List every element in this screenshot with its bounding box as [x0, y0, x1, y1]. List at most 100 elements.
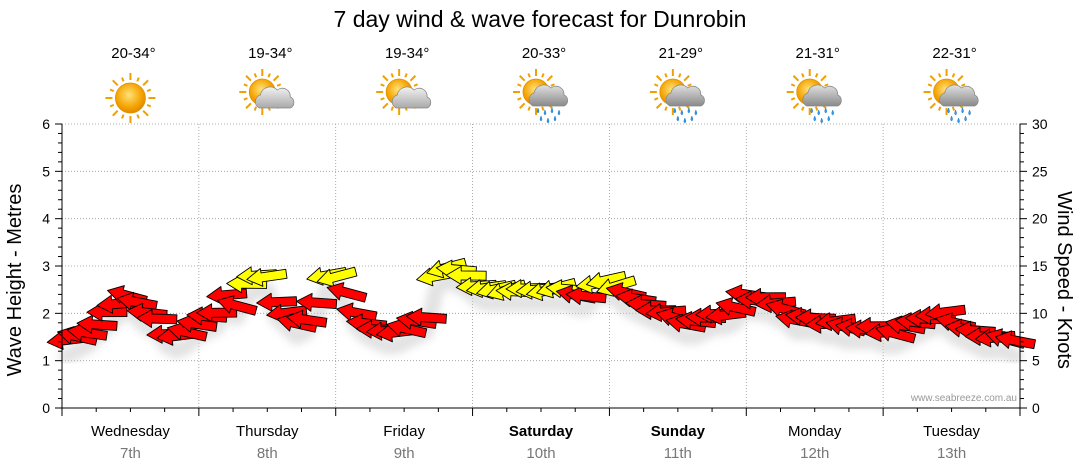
- raindrop: [957, 117, 960, 124]
- sun-ray: [519, 75, 526, 82]
- date-label: 11th: [664, 445, 692, 462]
- sun-cloud-rain-icon: [649, 69, 705, 124]
- left-tick-label: 6: [42, 116, 50, 132]
- wind-arrow: [326, 282, 368, 303]
- sun-ray: [413, 83, 419, 87]
- sun-ray: [814, 73, 819, 78]
- sun-ray: [380, 83, 385, 87]
- sun-ray: [245, 75, 252, 82]
- date-label: 8th: [257, 445, 278, 462]
- sun-ray: [655, 75, 663, 82]
- raindrop: [546, 117, 550, 124]
- sun-ray: [790, 97, 796, 101]
- sun-ray: [112, 110, 119, 117]
- sun-ray: [814, 106, 819, 111]
- raindrop: [964, 115, 967, 122]
- wind-arrow: [246, 268, 288, 287]
- sun-ray: [678, 73, 682, 78]
- day-label: Sunday: [651, 423, 706, 440]
- temperature-label: 21-29°: [659, 45, 703, 62]
- raindrop: [536, 107, 540, 114]
- sun-ray: [253, 73, 258, 78]
- sun-ray: [382, 102, 389, 109]
- sun-ray: [142, 110, 149, 117]
- raindrop: [961, 107, 964, 114]
- temperature-label: 20-33°: [522, 45, 566, 62]
- date-label: 13th: [937, 445, 966, 462]
- sun-ray: [276, 83, 282, 87]
- sun-ray: [792, 102, 800, 109]
- raindrop: [831, 109, 834, 116]
- temperature-label: 22-31°: [932, 45, 976, 62]
- sun-ray: [546, 75, 553, 82]
- left-tick-label: 2: [42, 305, 50, 321]
- wind-arrow: [715, 297, 757, 317]
- sun-ray: [382, 75, 389, 82]
- raindrop: [687, 107, 691, 114]
- sun-ray: [957, 75, 964, 82]
- right-tick-label: 10: [1032, 305, 1048, 321]
- sun-ray: [655, 102, 663, 109]
- sun-ray: [390, 73, 394, 78]
- plot-area: [62, 124, 1020, 408]
- day-label: Monday: [788, 423, 842, 440]
- left-tick-label: 4: [42, 211, 50, 227]
- cloud-shape: [254, 86, 295, 109]
- raindrop: [690, 115, 694, 122]
- wind-arrow: [286, 309, 328, 329]
- raindrop: [950, 115, 953, 122]
- sun-ray: [272, 75, 280, 82]
- sun-ray: [253, 106, 258, 111]
- sun-ray: [792, 75, 800, 82]
- cloud-shape: [391, 86, 432, 109]
- raindrop: [557, 109, 561, 116]
- wind-arrows: [46, 257, 1036, 350]
- date-label: 10th: [526, 445, 555, 462]
- raindrop: [680, 109, 684, 116]
- chart-title: 7 day wind & wave forecast for Dunrobin: [333, 6, 747, 32]
- sun-ray: [927, 97, 933, 101]
- sun-ray: [517, 97, 522, 101]
- sun-ray: [937, 106, 942, 111]
- axis-labels: 0 1 2 3 4 5 6 0 5 10 15 20 25 30 Wave Height - Metres W…: [4, 116, 1075, 462]
- raindrop: [810, 107, 813, 114]
- left-tick-label: 3: [42, 258, 50, 274]
- sun-ray: [927, 83, 933, 87]
- raindrop: [817, 109, 820, 116]
- right-tick-label: 15: [1032, 258, 1048, 274]
- right-tick-label: 30: [1032, 116, 1048, 132]
- raindrop: [673, 107, 677, 114]
- partly-cloudy-icon: [239, 69, 295, 115]
- day-label: Wednesday: [91, 423, 170, 440]
- cloud-shape: [528, 84, 568, 107]
- sun-ray: [820, 75, 827, 82]
- sun-ray: [937, 73, 942, 78]
- date-label: 12th: [800, 445, 829, 462]
- raindrop: [539, 115, 543, 122]
- sun-ray: [109, 88, 115, 93]
- raindrop: [694, 109, 698, 116]
- sun-ray: [243, 83, 248, 87]
- sun-ray: [404, 73, 408, 78]
- left-tick-label: 0: [42, 400, 50, 416]
- raindrop: [553, 115, 557, 122]
- sun-ray: [517, 83, 522, 87]
- sun-ray: [409, 75, 417, 82]
- sun-ray: [653, 97, 659, 101]
- sun-ray: [267, 73, 271, 78]
- sun-ray: [678, 106, 682, 111]
- sun-ray: [664, 106, 668, 111]
- sun-ray: [390, 106, 394, 111]
- sun-ray: [550, 83, 555, 87]
- sun-ray: [243, 97, 248, 101]
- sun-ray: [121, 77, 125, 82]
- sun-ray: [142, 79, 149, 86]
- raindrop: [683, 117, 687, 124]
- day-label: Friday: [383, 423, 425, 440]
- right-tick-label: 25: [1032, 163, 1048, 179]
- sun-ray: [683, 75, 690, 82]
- sun-ray: [801, 73, 805, 78]
- right-tick-label: 0: [1032, 400, 1040, 416]
- sun-ray: [136, 77, 140, 82]
